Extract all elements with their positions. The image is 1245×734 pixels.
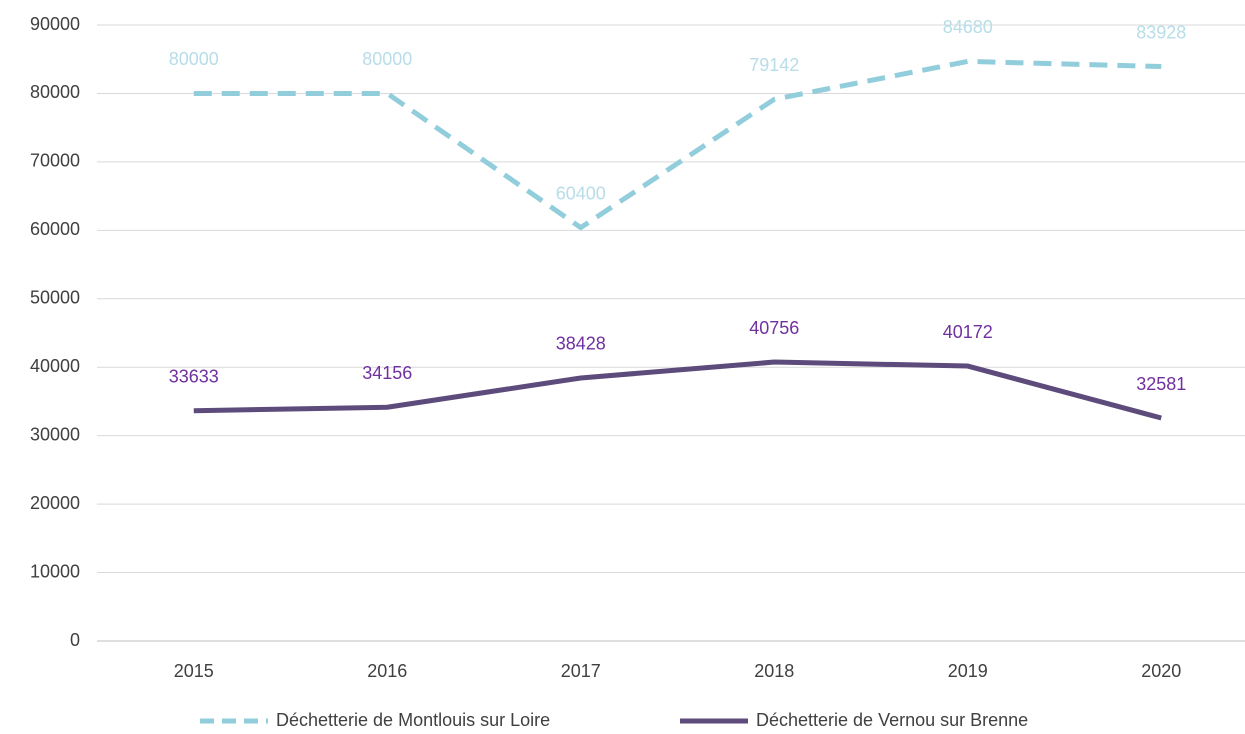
data-label: 80000 <box>362 49 412 69</box>
x-tick-label: 2019 <box>948 661 988 681</box>
series-line <box>193 58 1162 231</box>
y-tick-label: 60000 <box>30 219 80 239</box>
y-tick-label: 30000 <box>30 424 80 444</box>
y-tick-label: 10000 <box>30 561 80 581</box>
y-tick-label: 0 <box>70 630 80 650</box>
data-label: 84680 <box>943 17 993 37</box>
y-tick-label: 70000 <box>30 151 80 171</box>
data-label: 38428 <box>556 334 606 354</box>
x-tick-label: 2018 <box>754 661 794 681</box>
data-label: 83928 <box>1136 22 1186 42</box>
data-label: 79142 <box>749 55 799 75</box>
data-label: 34156 <box>362 363 412 383</box>
x-tick-label: 2015 <box>174 661 214 681</box>
x-tick-label: 2017 <box>561 661 601 681</box>
data-label: 40756 <box>749 318 799 338</box>
x-tick-label: 2016 <box>367 661 407 681</box>
y-tick-label: 90000 <box>30 14 80 34</box>
series-line <box>193 359 1162 421</box>
y-tick-label: 50000 <box>30 288 80 308</box>
x-tick-label: 2020 <box>1141 661 1181 681</box>
data-label: 40172 <box>943 322 993 342</box>
legend-label: Déchetterie de Montlouis sur Loire <box>276 710 550 730</box>
y-tick-label: 20000 <box>30 493 80 513</box>
data-label: 33633 <box>169 367 219 387</box>
y-tick-label: 80000 <box>30 82 80 102</box>
data-label: 60400 <box>556 183 606 203</box>
legend-label: Déchetterie de Vernou sur Brenne <box>756 710 1028 730</box>
data-label: 80000 <box>169 49 219 69</box>
data-label: 32581 <box>1136 374 1186 394</box>
y-tick-label: 40000 <box>30 356 80 376</box>
